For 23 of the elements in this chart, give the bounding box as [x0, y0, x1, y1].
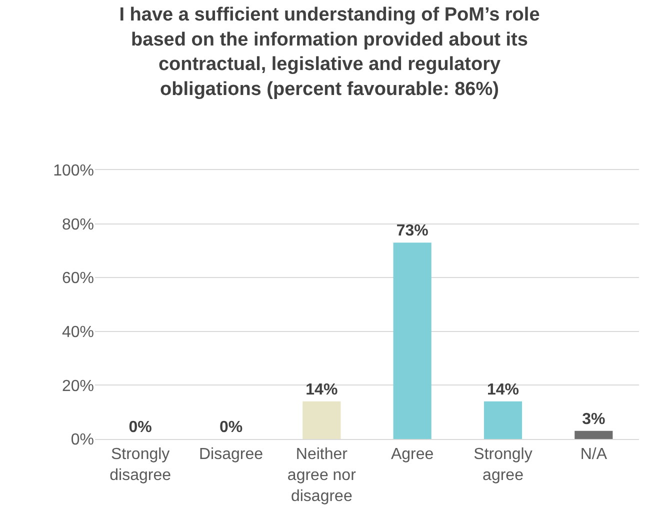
data-label: 73%: [396, 222, 428, 240]
y-tick-label: 60%: [62, 270, 94, 288]
x-tick-label: Neither agree nor disagree: [287, 446, 357, 505]
x-tick-label: N/A: [580, 446, 608, 464]
x-tick-label: Disagree: [198, 446, 264, 464]
data-label: 14%: [306, 381, 338, 398]
bar: [302, 401, 341, 439]
bar: [393, 242, 432, 439]
y-tick-label: 80%: [62, 216, 94, 234]
bar: [574, 430, 613, 439]
bar: [484, 401, 522, 439]
y-tick-label: 20%: [62, 378, 94, 395]
data-label: 0%: [128, 419, 152, 436]
x-tick-label: Strongly disagree: [110, 446, 172, 484]
y-tick-label: 100%: [53, 162, 94, 180]
x-tick-label: Strongly agree: [474, 446, 532, 484]
data-label: 0%: [219, 419, 243, 436]
data-label: 3%: [582, 410, 606, 428]
y-tick-label: 0%: [70, 432, 94, 449]
y-tick-label: 40%: [62, 324, 94, 341]
x-tick-label: Agree: [390, 446, 434, 464]
chart-title: I have a sufficient understanding of PoM’s role based on the information provided about its contractual, legislative and regulatory obligations (percent favourable: 86%): [119, 4, 540, 100]
data-label: 14%: [486, 381, 520, 398]
